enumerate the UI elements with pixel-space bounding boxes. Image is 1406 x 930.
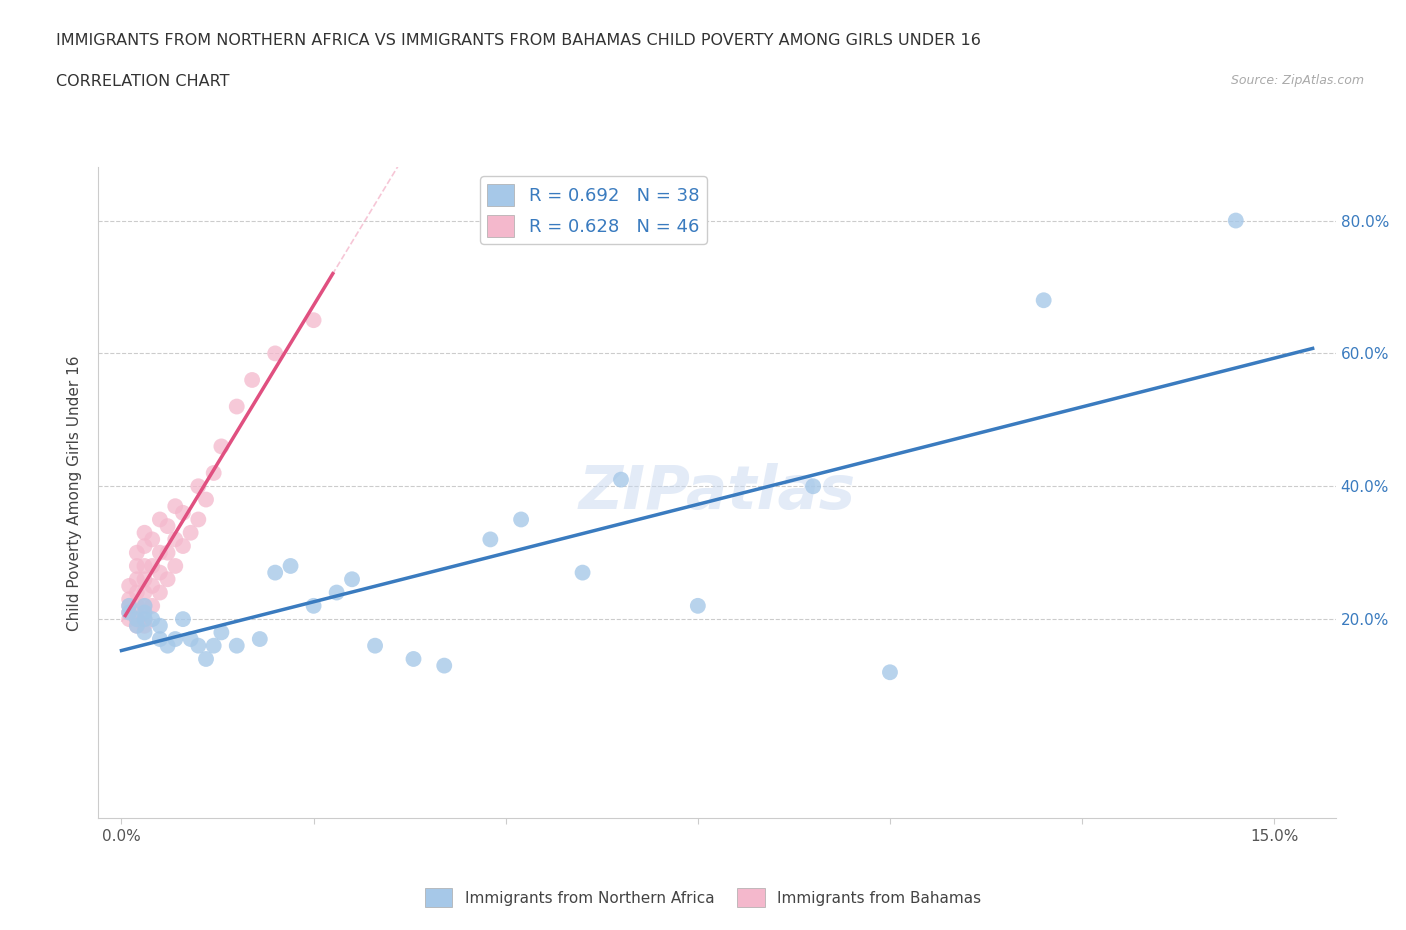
Point [134, 598, 156, 613]
Point [302, 312, 325, 327]
Point [134, 618, 156, 633]
Point [149, 585, 172, 600]
Point [302, 598, 325, 613]
Point [686, 598, 709, 613]
Point [118, 605, 141, 620]
Point [118, 612, 141, 627]
Point [209, 439, 232, 454]
Point [118, 605, 141, 620]
Point [134, 612, 156, 627]
Point [202, 466, 225, 481]
Point [340, 572, 363, 587]
Y-axis label: Child Poverty Among Girls Under 16: Child Poverty Among Girls Under 16 [67, 355, 83, 631]
Point [571, 565, 593, 580]
Point [149, 618, 172, 633]
Point [125, 618, 148, 633]
Point [172, 612, 194, 627]
Point [280, 559, 302, 574]
Point [118, 598, 141, 613]
Text: Source: ZipAtlas.com: Source: ZipAtlas.com [1230, 74, 1364, 87]
Point [172, 505, 194, 520]
Point [433, 658, 456, 673]
Point [610, 472, 633, 487]
Point [125, 598, 148, 613]
Point [118, 591, 141, 606]
Point [134, 625, 156, 640]
Point [1225, 213, 1247, 228]
Point [156, 572, 179, 587]
Point [180, 525, 202, 540]
Point [134, 598, 156, 613]
Point [149, 545, 172, 560]
Point [202, 638, 225, 653]
Point [141, 578, 163, 593]
Point [134, 572, 156, 587]
Point [134, 525, 156, 540]
Point [195, 652, 218, 667]
Point [149, 512, 172, 527]
Point [510, 512, 533, 527]
Point [187, 512, 209, 527]
Point [225, 399, 247, 414]
Point [125, 572, 148, 587]
Legend: Immigrants from Northern Africa, Immigrants from Bahamas: Immigrants from Northern Africa, Immigra… [419, 883, 987, 913]
Point [209, 625, 232, 640]
Point [134, 538, 156, 553]
Point [141, 559, 163, 574]
Point [134, 559, 156, 574]
Point [141, 598, 163, 613]
Point [879, 665, 901, 680]
Point [156, 519, 179, 534]
Point [225, 638, 247, 653]
Point [165, 559, 187, 574]
Point [125, 618, 148, 633]
Point [264, 565, 287, 580]
Text: CORRELATION CHART: CORRELATION CHART [56, 74, 229, 89]
Point [134, 585, 156, 600]
Point [125, 559, 148, 574]
Point [187, 479, 209, 494]
Point [165, 498, 187, 513]
Point [149, 565, 172, 580]
Point [479, 532, 502, 547]
Point [125, 585, 148, 600]
Point [1032, 293, 1054, 308]
Point [180, 631, 202, 646]
Point [264, 346, 287, 361]
Point [156, 638, 179, 653]
Text: IMMIGRANTS FROM NORTHERN AFRICA VS IMMIGRANTS FROM BAHAMAS CHILD POVERTY AMONG G: IMMIGRANTS FROM NORTHERN AFRICA VS IMMIG… [56, 33, 981, 47]
Point [240, 373, 263, 388]
Point [118, 598, 141, 613]
Point [134, 612, 156, 627]
Point [187, 638, 209, 653]
Point [149, 631, 172, 646]
Text: ZIPatlas: ZIPatlas [578, 463, 856, 523]
Point [118, 578, 141, 593]
Point [165, 631, 187, 646]
Point [156, 545, 179, 560]
Point [125, 545, 148, 560]
Point [141, 532, 163, 547]
Point [249, 631, 271, 646]
Point [125, 612, 148, 627]
Legend: R = 0.692   N = 38, R = 0.628   N = 46: R = 0.692 N = 38, R = 0.628 N = 46 [479, 177, 707, 244]
Point [165, 532, 187, 547]
Point [364, 638, 387, 653]
Point [325, 585, 347, 600]
Point [195, 492, 218, 507]
Point [141, 612, 163, 627]
Point [134, 605, 156, 620]
Point [801, 479, 824, 494]
Point [125, 612, 148, 627]
Point [172, 538, 194, 553]
Point [402, 652, 425, 667]
